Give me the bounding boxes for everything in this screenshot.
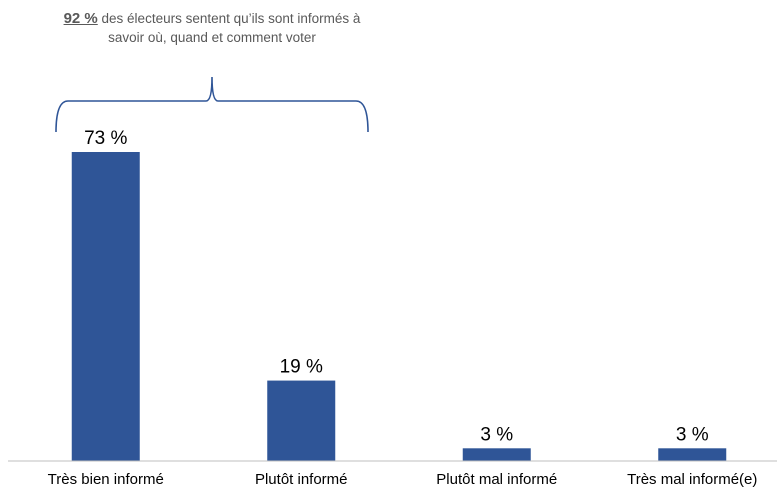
annotation-brace (55, 76, 369, 133)
category-label-1: Très bien informé (48, 471, 164, 488)
category-label-3: Plutôt mal informé (436, 471, 557, 488)
annotation-body: des électeurs sentent qu’ils sont inform… (101, 11, 361, 45)
data-label-3: 3 % (480, 424, 513, 445)
bar-1 (71, 152, 140, 461)
bar-4 (658, 448, 727, 461)
annotation-text: 92 % des électeurs sentent qu’ils sont i… (62, 9, 362, 47)
annotation-highlight: 92 % (63, 10, 98, 27)
data-labels-group: 73 % 19 % 3 % 3 % (84, 128, 709, 445)
bar-3 (462, 448, 531, 461)
category-label-2: Plutôt informé (255, 471, 348, 488)
bar-2 (267, 380, 336, 461)
category-labels-group: Très bien informé Plutôt informé Plutôt ma… (48, 471, 758, 488)
data-label-1: 73 % (84, 128, 127, 149)
data-label-2: 19 % (280, 357, 323, 378)
bars-group (71, 152, 727, 461)
data-label-4: 3 % (676, 424, 709, 445)
category-label-4: Très mal informé(e) (627, 471, 757, 488)
